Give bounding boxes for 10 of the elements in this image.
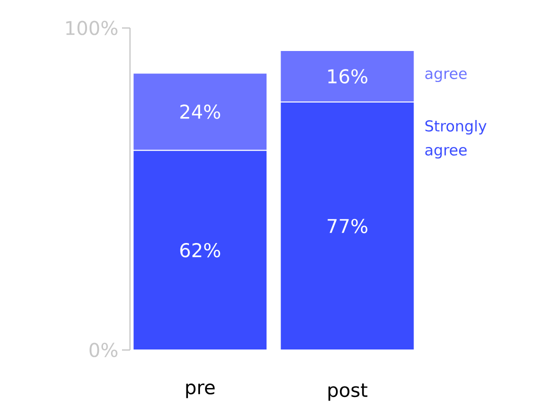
x-tick-label: pre xyxy=(186,384,215,398)
data-label: 62% xyxy=(180,242,220,258)
data-label: 24% xyxy=(180,104,220,119)
series-label: agree xyxy=(425,70,467,82)
y-tick-label: 100% xyxy=(66,20,118,36)
data-label: 16% xyxy=(328,69,368,84)
y-tick-label: 0% xyxy=(90,342,118,358)
x-tick-label: post xyxy=(328,384,368,401)
data-label: 77% xyxy=(328,218,368,234)
series-label: Strongly agree xyxy=(425,120,486,158)
